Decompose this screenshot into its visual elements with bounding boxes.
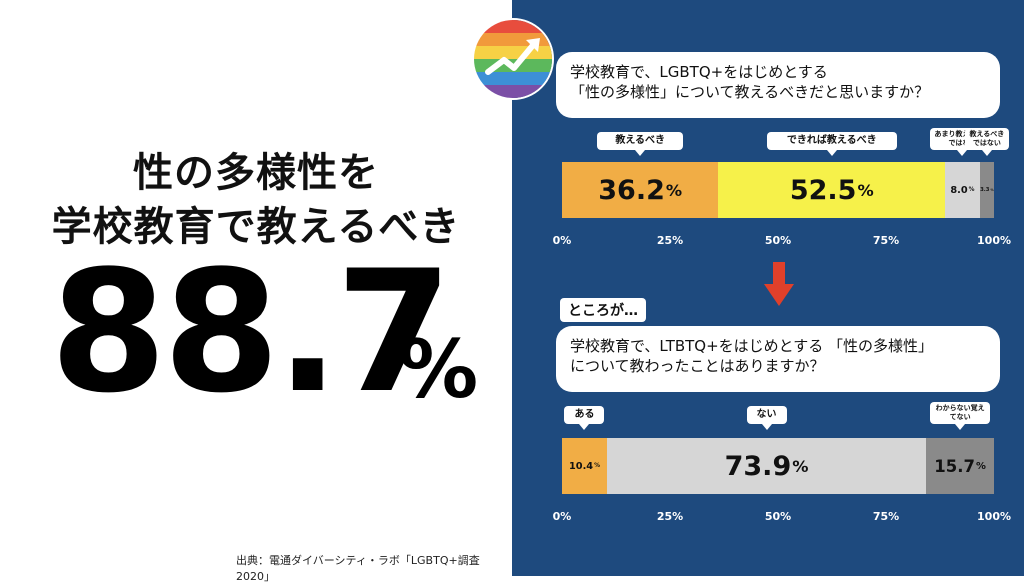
segment-percent-sign: % bbox=[665, 180, 683, 200]
headline-line2: 学校教育で教えるべき bbox=[51, 204, 461, 250]
left-panel: 性の多様性を 学校教育で教えるべき 88.7 % 出典：電通ダイバーシティ・ラボ… bbox=[0, 0, 512, 583]
segment-percent-sign: % bbox=[857, 180, 874, 200]
segment-value-label: 52.5 bbox=[789, 174, 857, 206]
bar-segment: 36.2% bbox=[562, 162, 719, 218]
segment-value-label: 8.0 bbox=[950, 184, 968, 196]
segment-percent-sign: % bbox=[968, 187, 975, 193]
bar-segment: 15.7% bbox=[926, 438, 994, 494]
axis-tick-label: 75% bbox=[872, 510, 900, 523]
axis-tick-label: 50% bbox=[764, 510, 792, 523]
segment-percent-sign: % bbox=[594, 463, 600, 469]
source-note: 出典：電通ダイバーシティ・ラボ「LGBTQ+調査2020」 bbox=[236, 554, 480, 583]
bar-segment: 3.3% bbox=[979, 162, 994, 218]
bar-segment: 10.4% bbox=[562, 438, 607, 494]
headline-line1: 性の多様性を bbox=[133, 150, 379, 196]
category-tag: 教えるべきではない bbox=[964, 128, 1009, 156]
chart-2-bar: 10.4% 73.9% 15.7% bbox=[562, 438, 994, 494]
axis-tick-label: 25% bbox=[656, 234, 684, 247]
axis-tick-label: 100% bbox=[977, 510, 1011, 523]
segment-percent-sign: % bbox=[792, 456, 809, 476]
bar-segment: 73.9% bbox=[606, 438, 927, 494]
axis-tick-label: 75% bbox=[872, 234, 900, 247]
axis-tick-label: 0% bbox=[552, 510, 572, 523]
bar-segment: 8.0% bbox=[945, 162, 980, 218]
up-arrow-icon bbox=[485, 38, 540, 75]
segment-percent-sign: % bbox=[990, 188, 994, 192]
question-2-line2: について教わったことはありますか？ bbox=[570, 357, 825, 375]
category-tag: わからない覚えてない bbox=[930, 402, 991, 430]
segment-value-label: 15.7 bbox=[934, 456, 975, 476]
axis-tick-label: 0% bbox=[552, 234, 572, 247]
chart-1-axis: 0% 25% 50% 75% 100% bbox=[0, 234, 1024, 250]
axis-tick-label: 25% bbox=[656, 510, 684, 523]
logo-stripe bbox=[474, 72, 552, 85]
question-1-line2: 「性の多様性」について教えるべきだと思いますか？ bbox=[570, 83, 930, 101]
headline-unit: % bbox=[398, 323, 479, 416]
rainbow-arrow-logo-icon bbox=[472, 18, 554, 100]
headline-value: 88.7 bbox=[50, 234, 453, 430]
question-1-line1: 学校教育で、LGBTQ+をはじめとする bbox=[570, 63, 828, 81]
chart-1-bar: 36.2% 52.5% 8.0% 3.3% bbox=[562, 162, 994, 218]
down-arrow-icon bbox=[764, 262, 794, 308]
axis-tick-label: 100% bbox=[977, 234, 1011, 247]
segment-percent-sign: % bbox=[975, 460, 986, 472]
segment-value-label: 73.9 bbox=[724, 450, 792, 482]
question-2-bubble: 学校教育で、LTBTQ+をはじめとする 「性の多様性」 について教わったことはあ… bbox=[556, 326, 1000, 392]
segment-value-label: 10.4 bbox=[569, 460, 594, 472]
category-tag: ある bbox=[564, 406, 605, 430]
axis-tick-label: 50% bbox=[764, 234, 792, 247]
segment-value-label: 36.2 bbox=[598, 174, 665, 206]
category-tag: できれば教えるべき bbox=[766, 132, 897, 156]
question-2-line1: 学校教育で、LTBTQ+をはじめとする 「性の多様性」 bbox=[570, 337, 934, 355]
bar-segment: 52.5% bbox=[718, 162, 946, 218]
transition-label: ところが… bbox=[560, 298, 646, 322]
question-1-bubble: 学校教育で、LGBTQ+をはじめとする 「性の多様性」について教えるべきだと思い… bbox=[556, 52, 1000, 118]
category-tag: ない bbox=[746, 406, 787, 430]
chart-2-axis: 0% 25% 50% 75% 100% bbox=[0, 510, 1024, 526]
segment-value-label: 3.3 bbox=[980, 187, 990, 193]
category-tag: 教えるべき bbox=[597, 132, 684, 156]
